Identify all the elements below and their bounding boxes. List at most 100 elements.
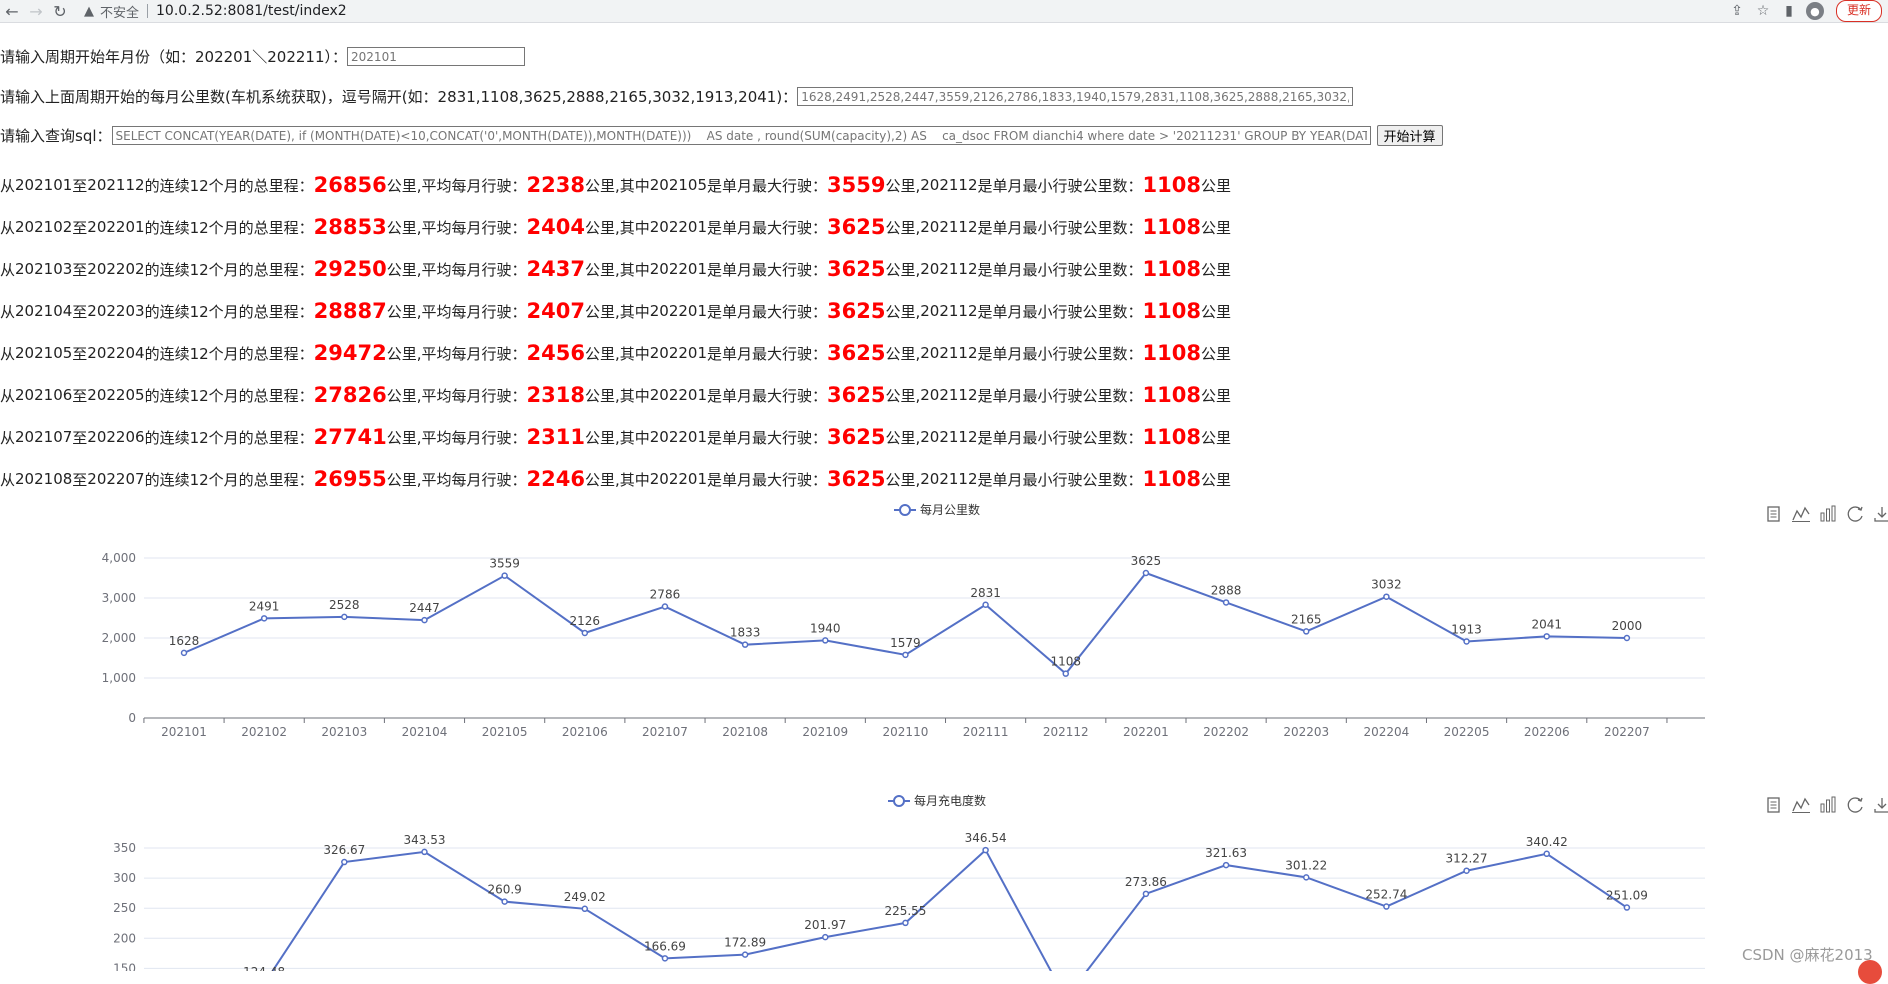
restore-icon[interactable] bbox=[1841, 504, 1868, 524]
result-total: 29250 bbox=[313, 257, 387, 281]
result-line: 从 202108 至 202207 的连续12个月的总里程： 26955 公里,平均每月行驶… bbox=[0, 458, 1231, 500]
data-label: 3032 bbox=[1371, 578, 1402, 592]
download-icon[interactable] bbox=[1868, 795, 1888, 815]
data-label: 2041 bbox=[1531, 617, 1562, 631]
data-label: 273.86 bbox=[1125, 875, 1167, 889]
result-total: 26856 bbox=[313, 173, 387, 197]
x-tick-label: 202207 bbox=[1604, 725, 1650, 739]
result-text: 是单月最大行驶： bbox=[707, 344, 828, 363]
data-label: 251.09 bbox=[1606, 889, 1648, 903]
result-text: 的连续12个月的总里程： bbox=[144, 470, 314, 489]
result-end-month: 202203 bbox=[87, 302, 145, 320]
y-tick-label: 4,000 bbox=[102, 551, 136, 565]
x-tick-label: 202110 bbox=[883, 725, 929, 739]
result-text: 公里, bbox=[885, 302, 921, 321]
result-start-month: 202103 bbox=[15, 260, 73, 278]
y-tick-label: 1,000 bbox=[102, 671, 136, 685]
share-icon[interactable]: ⇪ bbox=[1731, 3, 1743, 19]
data-point bbox=[1463, 638, 1470, 645]
result-max: 3625 bbox=[827, 257, 886, 281]
address-bar[interactable]: ▲ 不安全 10.0.2.52:8081/test/index2 bbox=[84, 0, 1724, 22]
result-text: 公里,其中 bbox=[584, 470, 650, 489]
result-text: 公里,平均每月行驶： bbox=[386, 176, 527, 195]
sql-input[interactable] bbox=[111, 126, 1371, 145]
result-text: 至 bbox=[72, 428, 88, 447]
y-tick-label: 200 bbox=[113, 931, 136, 945]
update-button[interactable]: 更新 bbox=[1835, 0, 1882, 22]
result-line: 从 202103 至 202202 的连续12个月的总里程： 29250 公里,平均每月行驶… bbox=[0, 248, 1231, 290]
result-max-month: 202201 bbox=[649, 386, 707, 404]
forward-arrow-icon[interactable]: → bbox=[29, 1, 43, 21]
result-start-month: 202102 bbox=[15, 218, 73, 236]
result-end-month: 202205 bbox=[87, 386, 145, 404]
start-calc-button[interactable]: 开始计算 bbox=[1376, 125, 1443, 146]
result-text: 公里, bbox=[885, 428, 921, 447]
result-text: 至 bbox=[72, 386, 88, 405]
result-text: 至 bbox=[72, 176, 88, 195]
legend-symbol bbox=[893, 795, 905, 807]
url-text[interactable]: 10.0.2.52:8081/test/index2 bbox=[156, 3, 347, 19]
profile-avatar-icon[interactable]: ● bbox=[1805, 2, 1824, 20]
result-start-month: 202104 bbox=[15, 302, 73, 320]
result-text: 是单月最大行驶： bbox=[707, 428, 828, 447]
reload-icon[interactable]: ↻ bbox=[53, 1, 67, 21]
result-text: 的连续12个月的总里程： bbox=[144, 260, 314, 279]
result-start-month: 202101 bbox=[15, 176, 73, 194]
result-max: 3625 bbox=[827, 341, 886, 365]
result-end-month: 202204 bbox=[87, 344, 145, 362]
download-icon[interactable] bbox=[1868, 504, 1888, 524]
side-panel-icon[interactable]: ▮ bbox=[1785, 3, 1793, 19]
warning-icon: ▲ bbox=[84, 3, 94, 19]
result-max-month: 202201 bbox=[649, 218, 707, 236]
bar-chart-icon[interactable] bbox=[1814, 504, 1841, 524]
star-icon[interactable]: ☆ bbox=[1756, 3, 1770, 19]
result-max: 3625 bbox=[827, 383, 886, 407]
result-average: 2437 bbox=[526, 257, 585, 281]
data-point bbox=[1062, 670, 1070, 677]
mileage-chart-svg: 每月公里数 0 1,000 2,000 3,000 4,000 202101 202102 20… bbox=[102, 502, 1705, 739]
y-tick-label: 150 bbox=[113, 961, 136, 971]
floating-badge-icon[interactable] bbox=[1858, 960, 1882, 984]
browser-toolbar: ← → ↻ ▲ 不安全 10.0.2.52:8081/test/index2 ⇪… bbox=[0, 0, 1888, 23]
restore-icon[interactable] bbox=[1841, 795, 1868, 815]
result-line: 从 202106 至 202205 的连续12个月的总里程： 27826 公里,平均每月行驶… bbox=[0, 374, 1231, 416]
result-text: 公里, bbox=[885, 260, 921, 279]
data-point bbox=[1142, 569, 1150, 577]
result-text: 是单月最小行驶公里数： bbox=[977, 386, 1143, 405]
result-max-month: 202201 bbox=[649, 302, 707, 320]
data-label: 2165 bbox=[1291, 612, 1322, 626]
data-label: 343.53 bbox=[403, 833, 445, 847]
data-point bbox=[180, 649, 188, 657]
result-min-month: 202112 bbox=[920, 218, 978, 236]
bar-chart-icon[interactable] bbox=[1814, 795, 1841, 815]
mileage-input[interactable] bbox=[797, 87, 1354, 106]
data-point bbox=[982, 846, 989, 854]
data-view-icon[interactable] bbox=[1760, 504, 1787, 524]
back-arrow-icon[interactable]: ← bbox=[5, 1, 19, 21]
line-chart-icon[interactable] bbox=[1787, 504, 1814, 524]
result-text: 是单月最小行驶公里数： bbox=[977, 176, 1143, 195]
x-tick-label: 202104 bbox=[402, 725, 448, 739]
data-label: 249.02 bbox=[564, 890, 606, 904]
data-point bbox=[1383, 903, 1390, 910]
result-text: 至 bbox=[72, 302, 88, 321]
y-tick-label: 350 bbox=[113, 841, 136, 855]
period-input[interactable] bbox=[347, 47, 526, 66]
line-chart-icon[interactable] bbox=[1787, 795, 1814, 815]
result-text: 从 bbox=[0, 302, 16, 321]
result-text: 的连续12个月的总里程： bbox=[144, 344, 314, 363]
x-tick-label: 202103 bbox=[321, 725, 367, 739]
result-min: 1108 bbox=[1142, 299, 1201, 323]
chart-toolbox bbox=[1760, 795, 1888, 815]
data-label: 172.89 bbox=[724, 936, 766, 950]
legend-symbol bbox=[899, 504, 911, 516]
data-view-icon[interactable] bbox=[1760, 795, 1787, 815]
result-text: 公里,平均每月行驶： bbox=[386, 470, 527, 489]
data-label: 301.22 bbox=[1285, 858, 1327, 872]
result-average: 2318 bbox=[526, 383, 585, 407]
result-text: 至 bbox=[72, 260, 88, 279]
data-label: 1940 bbox=[810, 621, 841, 635]
result-min: 1108 bbox=[1142, 467, 1201, 491]
result-text: 公里,其中 bbox=[584, 344, 650, 363]
csdn-watermark: CSDN @麻花2013 bbox=[1742, 946, 1873, 964]
